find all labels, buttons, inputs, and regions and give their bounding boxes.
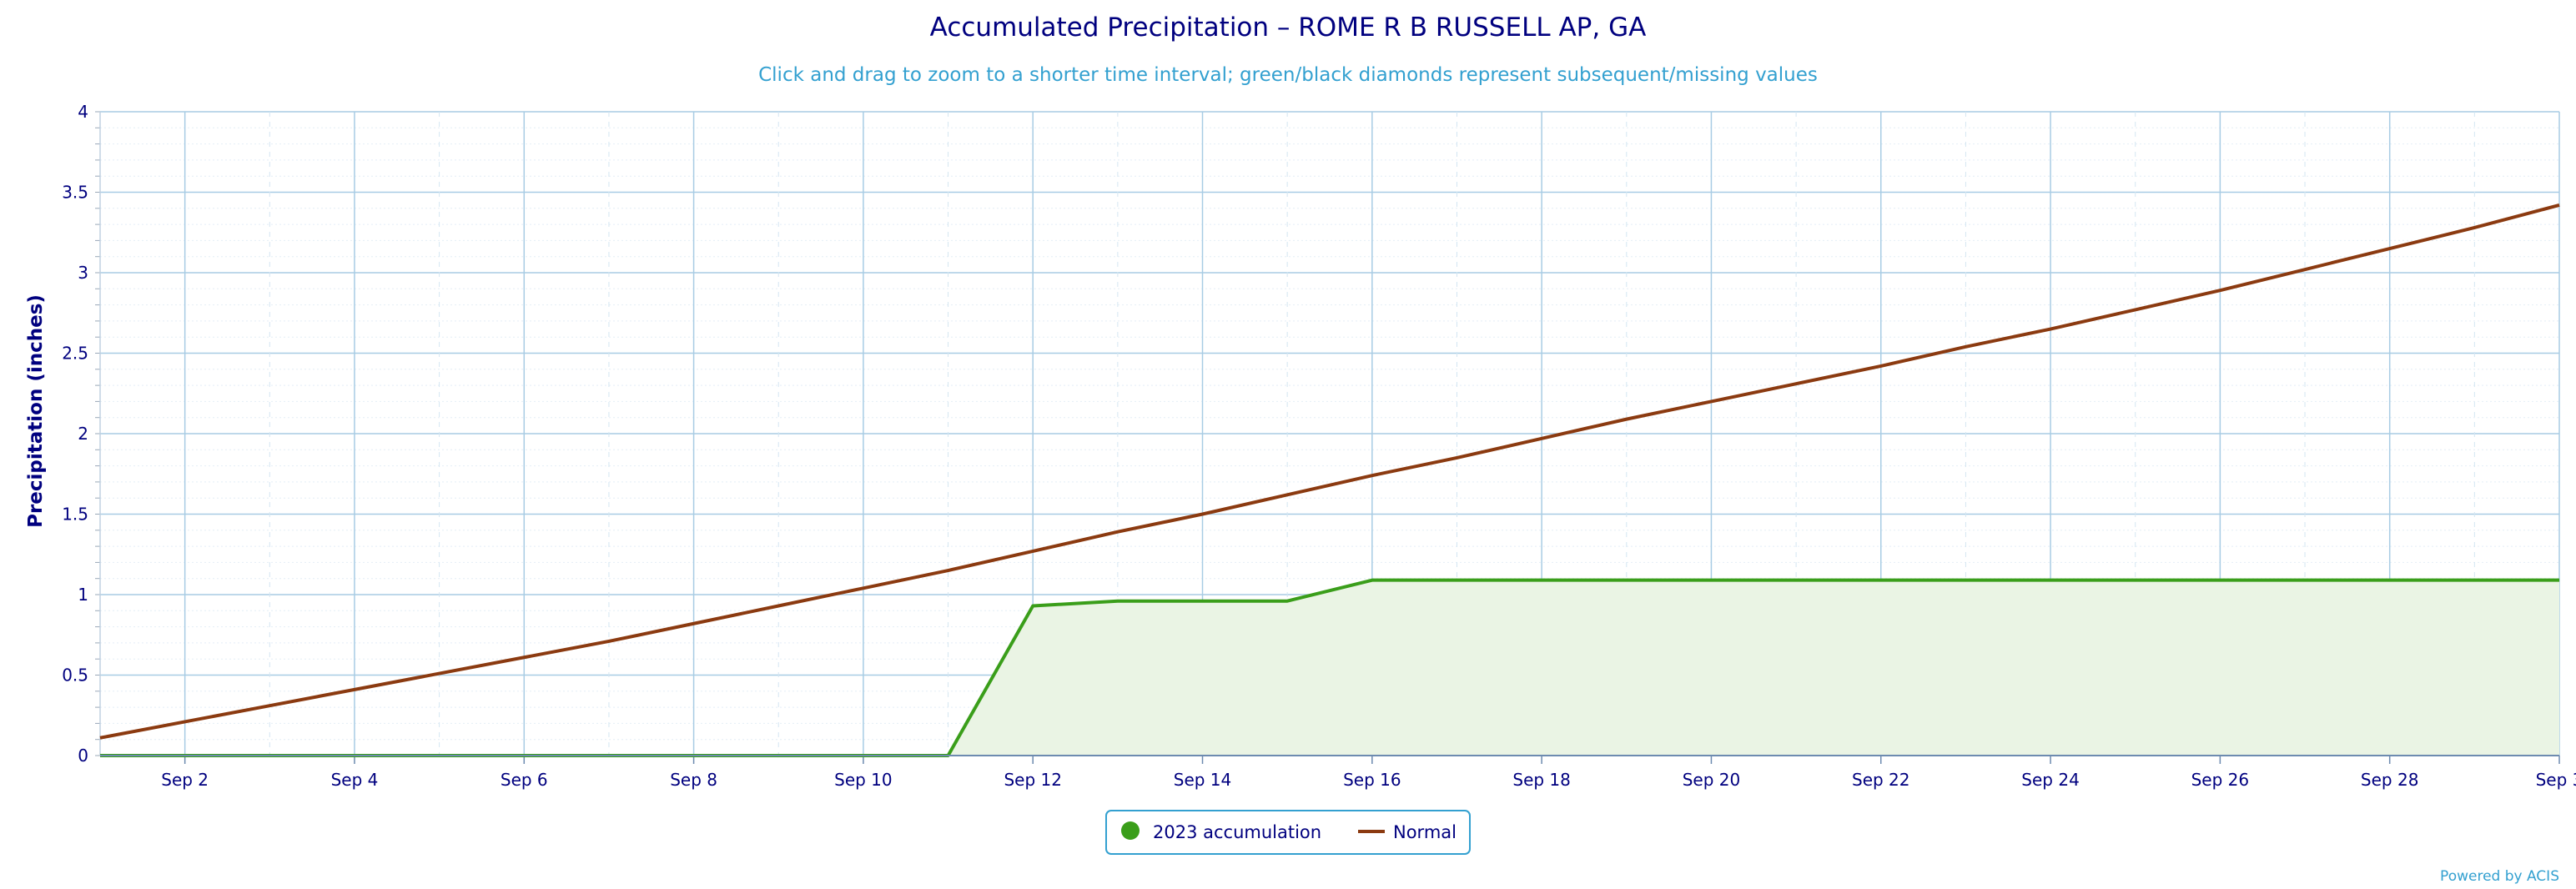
data-point-normal[interactable] — [268, 704, 272, 708]
data-point-normal[interactable] — [2049, 327, 2053, 331]
chart-subtitle: Click and drag to zoom to a shorter time… — [758, 64, 1818, 86]
x-tick-label: Sep 10 — [834, 770, 893, 790]
data-point-normal[interactable] — [946, 569, 950, 573]
legend-label-2023-accumulation: 2023 accumulation — [1153, 822, 1321, 842]
data-point-normal[interactable] — [606, 639, 611, 643]
y-tick-label: 0 — [78, 746, 88, 766]
data-point-normal[interactable] — [1455, 455, 1459, 460]
x-tick-label: Sep 4 — [331, 770, 379, 790]
data-point-2023-accumulation[interactable] — [2558, 578, 2562, 582]
data-point-normal[interactable] — [183, 720, 187, 724]
data-point-normal[interactable] — [692, 621, 696, 625]
data-point-2023-accumulation[interactable] — [1370, 578, 1374, 582]
x-tick-label: Sep 14 — [1174, 770, 1232, 790]
credit-link[interactable]: Powered by ACIS — [2440, 868, 2559, 885]
x-tick-label: Sep 28 — [2361, 770, 2419, 790]
y-tick-label: 2 — [78, 424, 88, 444]
data-point-normal[interactable] — [352, 687, 356, 691]
data-point-2023-accumulation[interactable] — [1115, 599, 1119, 603]
x-tick-label: Sep 2 — [161, 770, 209, 790]
data-point-2023-accumulation[interactable] — [1540, 578, 1544, 582]
data-point-normal[interactable] — [861, 586, 865, 590]
data-point-normal[interactable] — [1624, 417, 1628, 421]
x-tick-label: Sep 3 — [2536, 770, 2576, 790]
x-tick-label: Sep 26 — [2191, 770, 2250, 790]
series-area-2023-accumulation — [100, 580, 2559, 756]
plot-area[interactable]: 0 0.5 1 1.5 2 2.5 3 3.5 4 Sep 2 Sep 4 Sep 6 Sep 8 Sep… — [62, 102, 2576, 790]
x-tick-label: Sep 6 — [501, 770, 548, 790]
legend-item-normal[interactable]: Normal — [1358, 822, 1457, 842]
data-point-2023-accumulation[interactable] — [2218, 578, 2222, 582]
y-tick-label: 0.5 — [62, 665, 88, 686]
data-point-2023-accumulation[interactable] — [1794, 578, 1799, 582]
chart-title: Accumulated Precipitation – ROME R B RUS… — [930, 13, 1647, 43]
legend-symbol-2023-accumulation — [1121, 821, 1140, 840]
data-point-normal[interactable] — [1285, 493, 1290, 497]
data-point-2023-accumulation[interactable] — [1031, 604, 1035, 608]
data-point-2023-accumulation[interactable] — [1709, 578, 1713, 582]
x-tick-label: Sep 12 — [1004, 770, 1062, 790]
data-point-normal[interactable] — [2133, 308, 2137, 312]
data-point-normal[interactable] — [1370, 474, 1374, 478]
data-point-2023-accumulation[interactable] — [2049, 578, 2053, 582]
y-axis-label: Precipitation (inches) — [25, 294, 47, 528]
data-point-2023-accumulation[interactable] — [1285, 599, 1290, 603]
data-point-normal[interactable] — [437, 671, 441, 676]
x-tick-label: Sep 16 — [1343, 770, 1401, 790]
data-point-2023-accumulation[interactable] — [2133, 578, 2137, 582]
data-point-2023-accumulation[interactable] — [1964, 578, 1968, 582]
y-tick-label: 3 — [78, 263, 88, 283]
x-tick-label: Sep 18 — [1512, 770, 1571, 790]
data-point-2023-accumulation[interactable] — [1624, 578, 1628, 582]
y-tick-label: 3.5 — [62, 183, 88, 203]
data-point-normal[interactable] — [2558, 203, 2562, 207]
data-point-normal[interactable] — [522, 655, 526, 660]
data-point-normal[interactable] — [1540, 436, 1544, 440]
legend-item-2023-accumulation[interactable]: 2023 accumulation — [1121, 821, 1321, 842]
data-point-normal[interactable] — [1879, 364, 1883, 368]
x-tick-label: Sep 8 — [670, 770, 717, 790]
y-tick-label: 2.5 — [62, 344, 88, 364]
data-point-2023-accumulation[interactable] — [1455, 578, 1459, 582]
data-point-normal[interactable] — [2218, 289, 2222, 293]
x-tick-label: Sep 24 — [2021, 770, 2080, 790]
data-point-2023-accumulation[interactable] — [1200, 599, 1205, 603]
data-point-normal[interactable] — [98, 736, 103, 740]
legend[interactable]: 2023 accumulation Normal — [1105, 810, 1471, 855]
data-point-normal[interactable] — [1115, 530, 1119, 534]
x-tick-label: Sep 22 — [1852, 770, 1910, 790]
data-point-normal[interactable] — [1031, 549, 1035, 553]
y-tick-label: 1.5 — [62, 505, 88, 525]
legend-box — [1105, 810, 1471, 855]
data-point-normal[interactable] — [1964, 344, 1968, 349]
y-tick-label: 4 — [78, 102, 88, 122]
data-point-normal[interactable] — [1794, 382, 1799, 386]
data-point-2023-accumulation[interactable] — [1879, 578, 1883, 582]
data-point-normal[interactable] — [777, 604, 781, 608]
series-line-normal[interactable] — [99, 203, 2560, 740]
data-point-normal[interactable] — [1200, 512, 1205, 516]
data-point-2023-accumulation[interactable] — [2473, 578, 2477, 582]
data-point-normal[interactable] — [2473, 225, 2477, 229]
data-point-2023-accumulation[interactable] — [2303, 578, 2307, 582]
y-tick-label: 1 — [78, 585, 88, 605]
legend-label-normal: Normal — [1393, 822, 1457, 842]
data-point-2023-accumulation[interactable] — [2387, 578, 2392, 582]
data-point-normal[interactable] — [1709, 399, 1713, 404]
data-point-normal[interactable] — [2387, 247, 2392, 251]
data-point-normal[interactable] — [2303, 268, 2307, 272]
x-tick-label: Sep 20 — [1683, 770, 1741, 790]
